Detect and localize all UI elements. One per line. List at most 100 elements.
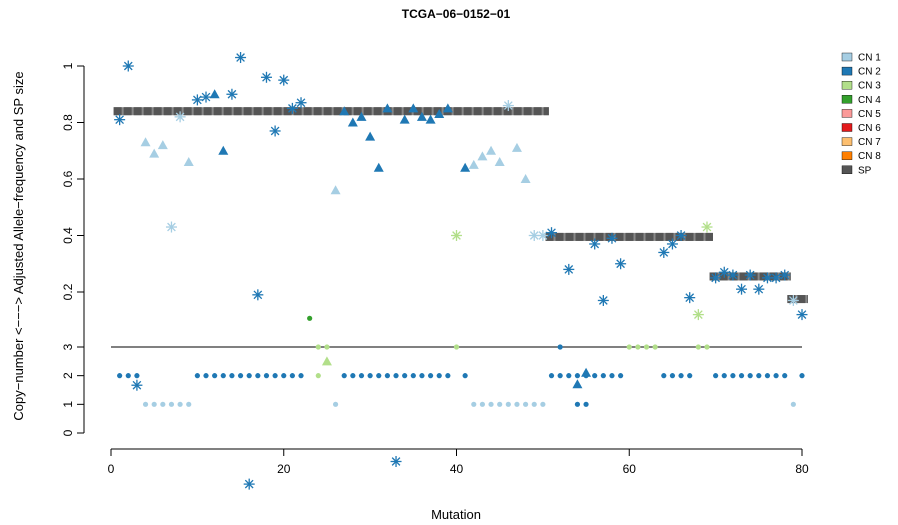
- cn-point: [321, 356, 332, 366]
- sp-mark: [595, 232, 604, 241]
- cn-point: [574, 401, 581, 407]
- cn-point: [713, 373, 719, 379]
- cn-point: [445, 373, 451, 379]
- y-axis-title: Copy−number <−−−> Adjusted Allele−freque…: [11, 71, 26, 420]
- af-point: [701, 221, 713, 233]
- legend-label: CN 8: [858, 151, 881, 162]
- y-tick-label: 1: [61, 401, 75, 408]
- sp-mark: [513, 107, 522, 116]
- sp-mark: [403, 107, 412, 116]
- af-point: [356, 111, 367, 121]
- cn-point: [514, 401, 520, 407]
- cn-point: [782, 373, 788, 379]
- sp-mark: [313, 107, 322, 116]
- cn-point: [548, 373, 555, 379]
- sp-mark: [283, 107, 292, 116]
- cn-point: [643, 344, 650, 350]
- sp-mark: [193, 107, 202, 116]
- legend-swatch: [841, 66, 853, 76]
- cn-point: [186, 401, 192, 407]
- cn-point: [376, 373, 382, 379]
- cn-point: [704, 344, 710, 350]
- cn-point: [367, 373, 373, 379]
- cn-point: [281, 373, 287, 379]
- af-point: [442, 103, 453, 113]
- cn-point: [592, 373, 598, 379]
- cn-point: [212, 373, 218, 379]
- af-point: [675, 230, 687, 241]
- af-point: [278, 74, 290, 86]
- cn-point: [523, 401, 529, 407]
- af-point: [373, 162, 384, 172]
- sp-mark: [493, 107, 502, 116]
- sp-mark: [635, 232, 644, 241]
- sp-mark: [213, 107, 222, 116]
- af-point: [295, 97, 307, 109]
- cn-point: [194, 373, 200, 379]
- cn-point: [721, 373, 727, 379]
- sp-mark: [163, 107, 172, 116]
- sp-mark: [543, 107, 549, 116]
- cn-point: [531, 401, 537, 407]
- af-point: [174, 111, 186, 123]
- sp-mark: [353, 107, 362, 116]
- sp-mark: [665, 232, 674, 241]
- sp-mark: [483, 107, 492, 116]
- sp-mark: [585, 232, 594, 241]
- axes: 0 20 40 60 80 0 1 2 3 0.2 0.4 0.6 0.8 1: [61, 62, 809, 476]
- cn-point: [402, 373, 408, 379]
- cn-point: [471, 401, 477, 407]
- sp-mark: [463, 107, 472, 116]
- sp-mark: [343, 107, 352, 116]
- af-point: [365, 131, 376, 141]
- af-point: [744, 269, 756, 281]
- af-point: [200, 91, 212, 103]
- af-point: [606, 232, 618, 244]
- af-point: [692, 309, 704, 321]
- sp-mark: [173, 107, 182, 116]
- x-tick-label: 60: [623, 462, 637, 476]
- cn-point: [427, 373, 434, 379]
- af-point: [666, 238, 678, 250]
- legend-swatch: [841, 151, 853, 160]
- af-point: [520, 174, 531, 183]
- sp-mark: [625, 232, 634, 241]
- af-point: [243, 478, 255, 490]
- cn-point: [142, 401, 149, 407]
- af-point: [330, 185, 341, 195]
- cn-point: [799, 373, 805, 379]
- af-point: [597, 294, 609, 306]
- cn-point: [384, 373, 390, 379]
- cn-point: [341, 373, 347, 379]
- af-point: [382, 103, 393, 113]
- points-layer: [114, 52, 808, 490]
- cn-point: [436, 373, 442, 379]
- cn-point: [479, 401, 486, 407]
- sp-mark: [263, 107, 272, 116]
- af-point: [710, 272, 722, 284]
- af-point: [796, 309, 808, 321]
- legend-swatch: [841, 80, 853, 90]
- af-point: [468, 159, 479, 169]
- sp-mark: [293, 107, 302, 116]
- af-point: [460, 162, 471, 172]
- cn-point: [315, 373, 321, 379]
- legend: CN 1 CN 2 CN 3 CN 4 CN 5 CN 6 CN 7 CN 8 SP: [841, 53, 881, 176]
- cn-point: [298, 373, 304, 379]
- af-point: [408, 103, 419, 113]
- af-point: [286, 102, 298, 114]
- af-point: [434, 109, 445, 119]
- cn-point: [669, 373, 676, 379]
- cn-point: [572, 379, 583, 389]
- af-point: [114, 114, 126, 126]
- af-point: [165, 221, 177, 233]
- af-point: [260, 71, 272, 83]
- af-point: [727, 269, 739, 281]
- cn-point: [419, 373, 425, 379]
- cn-point: [324, 344, 330, 350]
- cn-point: [488, 401, 494, 407]
- cn-point: [246, 373, 252, 379]
- sp-mark: [769, 272, 778, 281]
- sp-mark: [739, 272, 748, 281]
- y-tick-label: 0: [61, 429, 75, 436]
